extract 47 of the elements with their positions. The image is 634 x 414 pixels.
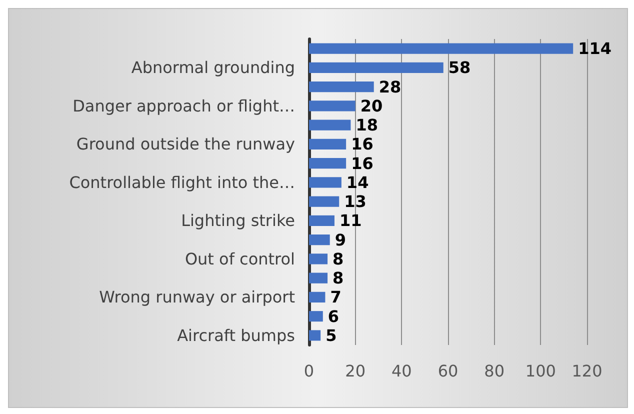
y-tick-label: Aircraft bumps [177,326,295,345]
data-label: 8 [332,268,344,288]
data-label: 7 [330,288,342,307]
bar [309,100,356,112]
y-tick-label: Wrong runway or airport [99,288,295,307]
data-label: 14 [346,172,369,192]
y-tick-label: Lighting strike [181,211,295,230]
bar [309,311,323,322]
y-tick-label: Danger approach or flight… [72,96,295,116]
data-label: 13 [344,192,366,212]
data-label: 18 [356,116,378,135]
y-tick-label: Controllable flight into the… [69,172,295,192]
x-tick-label: 80 [484,362,505,380]
x-tick-label: 120 [572,362,602,380]
data-label: 6 [328,306,340,326]
y-tick-label: Out of control [184,249,295,268]
data-label: 8 [332,249,344,268]
bar [309,234,330,246]
bar [309,43,574,54]
data-label: 9 [334,230,346,250]
bar [309,120,351,130]
x-tick-label: 0 [304,362,314,380]
y-tick-label: Ground outside the runway [76,134,295,154]
bar [309,196,340,207]
bar [309,272,328,284]
data-label: 58 [448,58,471,78]
bar [309,292,326,302]
data-label: 28 [378,77,402,96]
x-tick-label: 60 [438,362,458,380]
bar [309,177,342,188]
data-label: 5 [326,326,337,345]
data-label: 114 [578,39,612,58]
data-label: 16 [351,134,374,154]
data-label: 11 [339,211,362,230]
y-tick-label: Abnormal grounding [131,58,295,78]
x-tick-label: 20 [345,362,366,380]
bar [309,138,346,150]
x-tick-label: 100 [525,362,556,380]
bar [309,215,334,226]
bar [309,330,321,341]
bar [309,62,444,73]
data-label: 16 [351,154,374,173]
bar [309,254,328,264]
bar [309,158,346,169]
bar [309,82,374,92]
data-label: 20 [360,96,383,116]
x-tick-label: 40 [391,362,412,380]
